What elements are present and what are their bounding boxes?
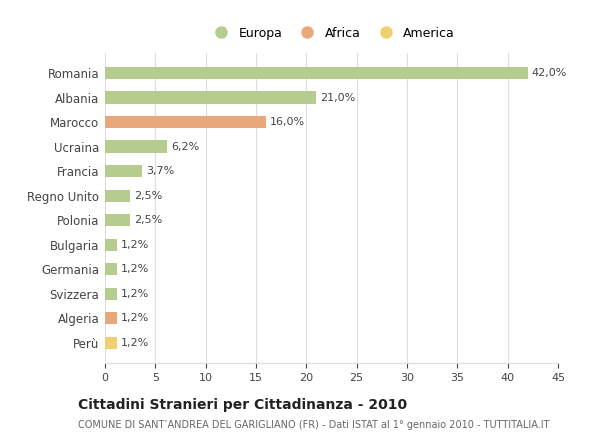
Text: 42,0%: 42,0% (532, 68, 567, 78)
Bar (105, 92, 316, 104)
Bar (105, 140, 167, 153)
Bar (105, 238, 117, 251)
Bar (105, 165, 142, 177)
Text: 21,0%: 21,0% (320, 92, 356, 103)
Text: 1,2%: 1,2% (121, 338, 149, 348)
Bar (105, 312, 117, 324)
Text: 1,2%: 1,2% (121, 264, 149, 274)
Text: Cittadini Stranieri per Cittadinanza - 2010: Cittadini Stranieri per Cittadinanza - 2… (78, 398, 407, 412)
Legend: Europa, Africa, America: Europa, Africa, America (203, 22, 460, 45)
Text: 3,7%: 3,7% (146, 166, 175, 176)
Text: 2,5%: 2,5% (134, 215, 163, 225)
Text: 16,0%: 16,0% (270, 117, 305, 127)
Text: 6,2%: 6,2% (172, 142, 200, 152)
Bar (105, 288, 117, 300)
Bar (105, 67, 528, 79)
Text: 1,2%: 1,2% (121, 313, 149, 323)
Text: COMUNE DI SANT’ANDREA DEL GARIGLIANO (FR) - Dati ISTAT al 1° gennaio 2010 - TUTT: COMUNE DI SANT’ANDREA DEL GARIGLIANO (FR… (78, 420, 550, 430)
Text: 1,2%: 1,2% (121, 289, 149, 299)
Bar (105, 263, 117, 275)
Bar (105, 337, 117, 349)
Text: 1,2%: 1,2% (121, 240, 149, 249)
Bar (105, 190, 130, 202)
Text: 2,5%: 2,5% (134, 191, 163, 201)
Bar (105, 214, 130, 226)
Bar (105, 116, 266, 128)
